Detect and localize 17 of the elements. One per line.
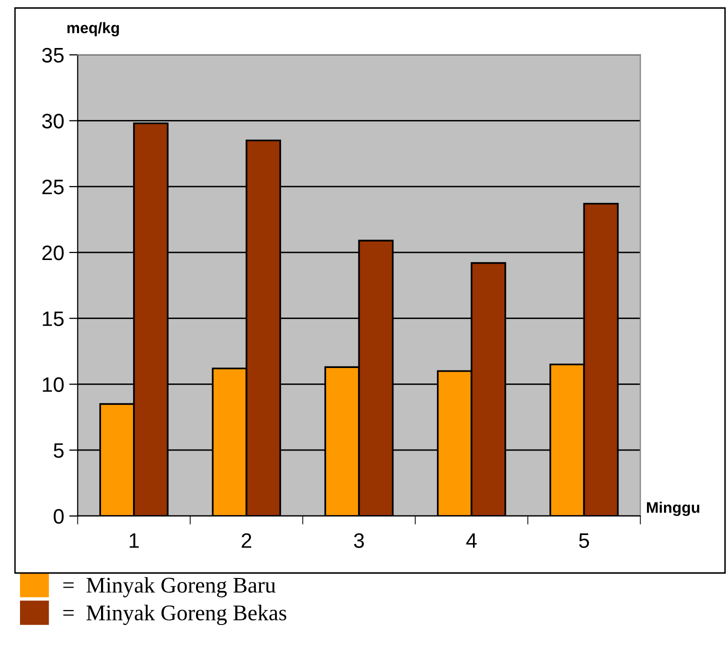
y-tick-label: 15 [42,312,64,326]
y-tick-label: 10 [42,377,64,392]
y-tick-label: 30 [42,114,64,128]
legend-label: = Minyak Goreng Bekas [63,604,286,625]
legend-label: = Minyak Goreng Baru [63,577,276,598]
y-tick-label: 20 [42,245,64,260]
x-tick-label: 2 [242,533,252,548]
y-tick-label: 5 [54,443,64,458]
y-tick-label: 35 [42,48,64,63]
x-tick-label: 3 [354,533,364,548]
x-tick-label: 4 [466,533,477,548]
y-axis-title: meq/kg [67,22,119,36]
x-tick-label: 5 [579,533,589,548]
x-tick-label: 1 [130,533,139,548]
y-tick-label: 25 [42,180,64,194]
y-tick-label: 0 [54,509,64,524]
x-axis-title: Minggu [646,502,700,516]
